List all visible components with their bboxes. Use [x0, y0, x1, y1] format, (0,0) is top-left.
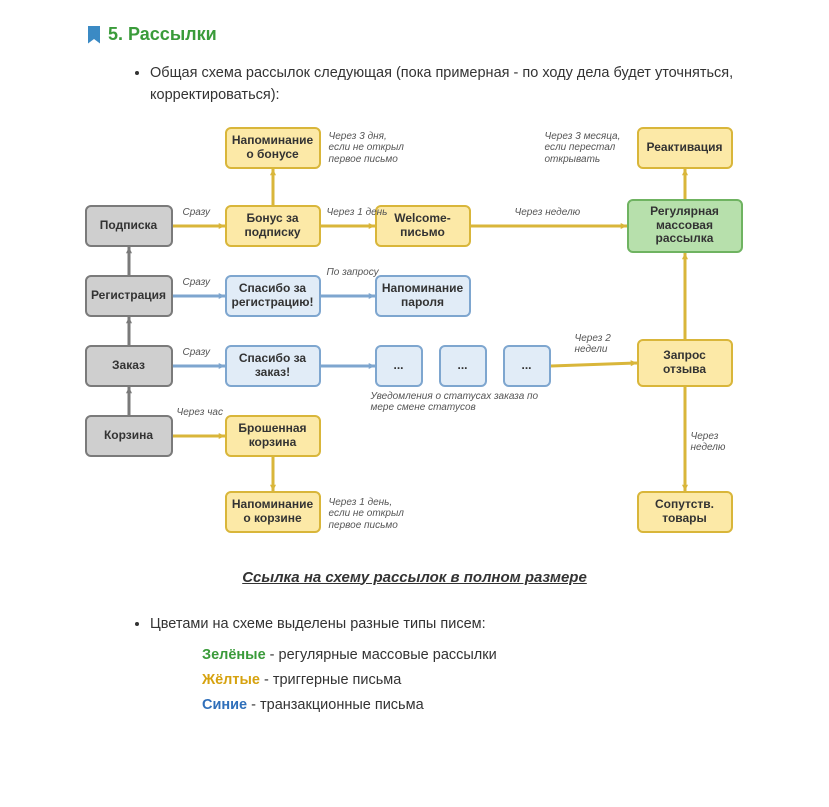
node-dots2: ...: [439, 345, 487, 387]
flowchart-diagram: Напоминание о бонусе Реактивация Подписка Б…: [85, 121, 745, 551]
bookmark-icon: [88, 26, 100, 44]
node-bonus: Бонус за подписку: [225, 205, 321, 247]
node-reactivation: Реактивация: [637, 127, 733, 169]
intro-text: Общая схема рассылок следующая (пока при…: [150, 63, 777, 107]
edge-label: Через неделю: [691, 431, 726, 454]
legend-desc: - транзакционные письма: [247, 697, 424, 713]
legend-desc: - триггерные письма: [260, 672, 401, 688]
edge-label: Через 2 недели: [575, 333, 611, 356]
node-cart: Корзина: [85, 415, 173, 457]
node-dots3: ...: [503, 345, 551, 387]
node-abandoned: Брошенная корзина: [225, 415, 321, 457]
node-register: Регистрация: [85, 275, 173, 317]
node-dots1: ...: [375, 345, 423, 387]
legend-key: Зелёные: [202, 647, 266, 663]
diagram-note: Через 3 месяца, если перестал открывать: [545, 131, 621, 166]
diagram-note: Через 3 дня, если не открыл первое письм…: [329, 131, 404, 166]
node-pw-remind: Напоминание пароля: [375, 275, 471, 317]
node-related: Сопутств. товары: [637, 491, 733, 533]
edge-label: Через неделю: [515, 207, 581, 219]
legend-desc: - регулярные массовые рассылки: [266, 647, 497, 663]
intro-list: Общая схема рассылок следующая (пока при…: [122, 63, 797, 107]
diagram-note: Через 1 день, если не открыл первое пись…: [329, 497, 404, 532]
edge-label: Сразу: [183, 277, 210, 289]
node-regmass: Регулярная массовая рассылка: [627, 199, 743, 253]
legend-list: Цветами на схеме выделены разные типы пи…: [122, 614, 797, 636]
heading-row: 5. Рассылки: [88, 24, 797, 45]
color-legend: Зелёные - регулярные массовые рассылкиЖё…: [202, 643, 797, 717]
fullsize-link[interactable]: Ссылка на схему рассылок в полном размер…: [32, 569, 797, 586]
legend-row: Синие - транзакционные письма: [202, 693, 797, 718]
legend-key: Синие: [202, 697, 247, 713]
diagram-note: Уведомления о статусах заказа по мере см…: [371, 391, 539, 414]
node-reminder-bonus: Напоминание о бонусе: [225, 127, 321, 169]
legend-key: Жёлтые: [202, 672, 260, 688]
edge-label: Через час: [177, 407, 223, 419]
edge-label: Сразу: [183, 347, 210, 359]
node-cart-remind: Напоминание о корзине: [225, 491, 321, 533]
legend-row: Жёлтые - триггерные письма: [202, 668, 797, 693]
edge-label: По запросу: [327, 267, 379, 279]
node-subscribe: Подписка: [85, 205, 173, 247]
node-thanks-order: Спасибо за заказ!: [225, 345, 321, 387]
page-root: 5. Рассылки Общая схема рассылок следующ…: [0, 0, 829, 807]
node-thanks-reg: Спасибо за регистрацию!: [225, 275, 321, 317]
edge-label: Сразу: [183, 207, 210, 219]
node-review-req: Запрос отзыва: [637, 339, 733, 387]
legend-intro: Цветами на схеме выделены разные типы пи…: [150, 614, 777, 636]
legend-row: Зелёные - регулярные массовые рассылки: [202, 643, 797, 668]
section-heading: 5. Рассылки: [108, 24, 217, 45]
node-welcome: Welcome- письмо: [375, 205, 471, 247]
node-order: Заказ: [85, 345, 173, 387]
edge-label: Через 1 день: [327, 207, 388, 219]
